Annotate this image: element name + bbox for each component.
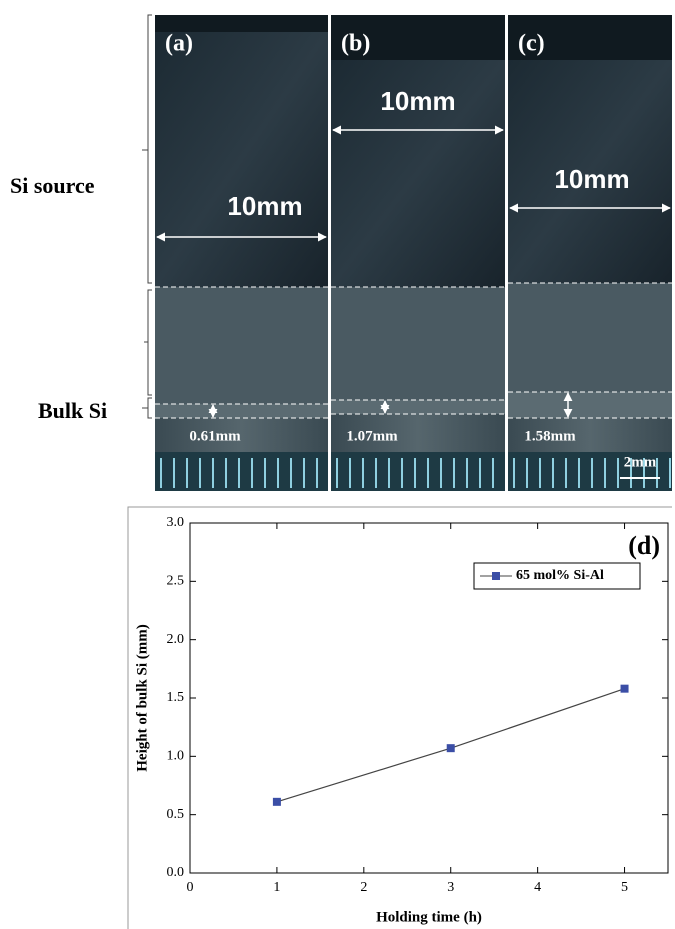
panel-label: (a) <box>165 31 193 57</box>
legend-label: 65 mol% Si-Al <box>516 568 604 583</box>
x-tick-label: 1 <box>273 880 280 895</box>
panel-annotation: (d) <box>628 531 660 560</box>
bracket <box>142 15 152 283</box>
width-label: 10mm <box>380 86 455 116</box>
y-tick-label: 0.0 <box>167 865 185 880</box>
height-label: 0.61mm <box>189 428 241 444</box>
legend-marker <box>492 572 500 580</box>
si-source-region <box>155 32 328 287</box>
region-label: Bulk Si <box>38 398 107 423</box>
height-label: 1.58mm <box>524 428 576 444</box>
y-tick-label: 0.5 <box>167 807 185 822</box>
x-axis-label: Holding time (h) <box>376 909 482 925</box>
y-tick-label: 3.0 <box>167 515 185 530</box>
alloy-region <box>508 283 672 392</box>
data-point <box>621 685 629 693</box>
bulk-region <box>155 404 328 418</box>
panel-divider <box>505 15 508 491</box>
region-label: Si source <box>10 173 95 198</box>
x-tick-label: 4 <box>534 880 541 895</box>
y-tick-label: 1.5 <box>167 690 185 705</box>
bulk-region <box>508 392 672 418</box>
width-label: 10mm <box>554 164 629 194</box>
y-axis-label: Height of bulk Si (mm) <box>134 624 150 772</box>
panel-label: (b) <box>341 31 370 57</box>
x-tick-label: 3 <box>447 880 454 895</box>
alloy-region <box>331 287 505 400</box>
panel-divider <box>328 15 331 491</box>
scale-bar-label: 2mm <box>624 454 657 470</box>
data-point <box>273 798 281 806</box>
x-tick-label: 5 <box>621 880 628 895</box>
y-tick-label: 2.5 <box>167 574 185 589</box>
ruler <box>331 452 505 491</box>
height-label: 1.07mm <box>346 428 398 444</box>
data-point <box>447 744 455 752</box>
bracket <box>142 398 152 418</box>
figure: (a) 10mm 0.61mm (b) 10mm 1.07mm (c) 10mm 1.58mm 2… <box>0 0 675 929</box>
bulk-region <box>331 400 505 414</box>
y-tick-label: 1.0 <box>167 749 185 764</box>
panel-label: (c) <box>518 31 545 57</box>
alloy-region <box>155 287 328 404</box>
x-tick-label: 2 <box>360 880 367 895</box>
ruler <box>155 452 328 491</box>
y-tick-label: 2.0 <box>167 632 185 647</box>
width-label: 10mm <box>227 191 302 221</box>
base-region <box>155 418 328 452</box>
x-tick-label: 0 <box>187 880 194 895</box>
bracket <box>144 290 152 395</box>
